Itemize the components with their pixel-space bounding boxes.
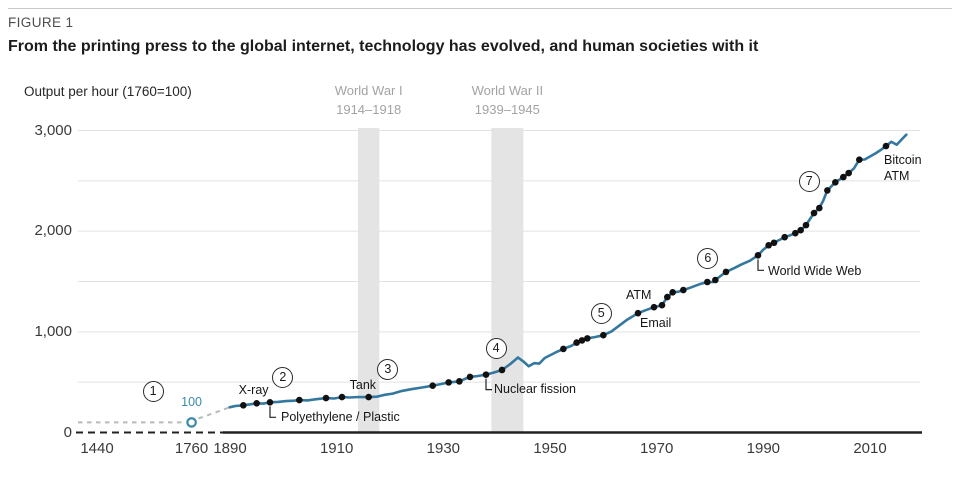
war-name: World War II	[471, 83, 544, 98]
milestone-dot	[680, 286, 687, 294]
milestone-dot	[658, 301, 666, 309]
x-tick-label: 1950	[533, 440, 567, 457]
x-tick-label: 1930	[426, 440, 461, 457]
milestone-label: ATM	[626, 288, 652, 303]
milestone-dot	[856, 156, 863, 163]
phase-number: 4	[485, 337, 507, 359]
milestone-dot	[770, 239, 778, 247]
phase-number: 5	[590, 302, 612, 324]
x-tick-label: 2010	[853, 440, 887, 457]
milestone-dot	[578, 337, 586, 344]
milestone-dot	[429, 382, 436, 389]
war-band-label: World War II 1939–1945	[472, 82, 544, 120]
milestone-dot	[322, 394, 330, 402]
phase-number: 1	[142, 380, 164, 402]
milestone-dot	[445, 379, 452, 386]
trend-line	[228, 133, 908, 409]
milestone-connector	[485, 378, 492, 391]
phase-number: 7	[798, 170, 820, 192]
baseline-value-label: 100	[181, 395, 202, 410]
phase-number: 3	[377, 359, 399, 381]
war-name: World War I	[334, 83, 403, 98]
milestone-dot	[240, 402, 247, 409]
x-tick-label: 1890	[213, 440, 247, 457]
milestone-dot	[781, 233, 788, 241]
milestone-dot	[466, 373, 474, 381]
milestone-connector	[757, 259, 764, 271]
milestone-dot	[802, 221, 810, 229]
x-tick-label: 1440	[80, 440, 114, 457]
war-years: 1914–1918	[336, 101, 402, 117]
x-tick-label: 1910	[319, 440, 354, 457]
war-band-label: World War I 1914–1918	[335, 82, 403, 120]
baseline-marker	[186, 417, 197, 428]
figure-label: FIGURE 1	[8, 15, 74, 30]
milestone-dot	[338, 393, 346, 401]
milestone-dot	[704, 278, 711, 286]
milestone-label: X-ray	[238, 383, 269, 398]
milestone-dot	[634, 309, 642, 317]
milestone-dot	[253, 400, 260, 407]
milestone-dot	[560, 345, 567, 353]
milestone-dot	[669, 288, 676, 296]
milestone-dot	[650, 303, 658, 311]
milestone-label: World Wide Web	[768, 264, 862, 279]
milestone-dot	[754, 252, 762, 259]
milestone-dot	[797, 226, 804, 234]
milestone-dot	[810, 209, 818, 217]
milestone-dot	[600, 331, 607, 339]
x-tick-label: 1760	[174, 440, 209, 457]
milestone-dot	[456, 378, 463, 385]
milestone-label: Email	[640, 316, 672, 331]
projection-dash-rise	[198, 406, 231, 420]
milestone-dot	[584, 335, 591, 342]
y-tick-label: 0	[63, 423, 72, 441]
war-band	[358, 128, 380, 433]
top-rule	[8, 8, 952, 9]
milestone-dot	[365, 393, 372, 401]
war-years: 1939–1945	[474, 101, 540, 117]
milestone-dot	[840, 173, 847, 181]
phase-number: 2	[272, 366, 294, 388]
phase-number: 6	[697, 247, 719, 269]
y-axis-label: Output per hour (1760=100)	[24, 84, 192, 99]
x-tick-label: 1970	[639, 440, 674, 457]
milestone-dot	[832, 179, 839, 186]
milestone-dot	[712, 276, 719, 284]
milestone-dot	[845, 169, 852, 177]
milestone-dot	[482, 371, 490, 378]
y-tick-label: 3,000	[34, 121, 72, 139]
y-tick-label: 1,000	[34, 322, 72, 340]
milestone-dot	[573, 339, 580, 346]
milestone-dot	[266, 399, 274, 406]
milestone-dot	[296, 396, 303, 404]
milestone-dot	[882, 142, 890, 150]
milestone-dot	[664, 293, 671, 301]
milestone-label: Polyethylene / Plastic	[281, 410, 400, 425]
figure-title: From the printing press to the global in…	[8, 38, 759, 55]
milestone-dot	[816, 204, 823, 212]
milestone-dot	[792, 229, 799, 237]
milestone-dot	[498, 366, 506, 374]
milestone-dot	[722, 268, 730, 276]
milestone-dot	[824, 187, 831, 194]
milestone-label: Bitcoin ATM	[884, 153, 922, 183]
x-tick-label: 1990	[746, 440, 781, 457]
milestone-label: Tank	[349, 378, 377, 393]
milestone-label: Nuclear fission	[494, 381, 576, 396]
milestone-connector	[269, 406, 276, 418]
y-tick-label: 2,000	[34, 222, 72, 240]
milestone-dot	[765, 241, 772, 249]
